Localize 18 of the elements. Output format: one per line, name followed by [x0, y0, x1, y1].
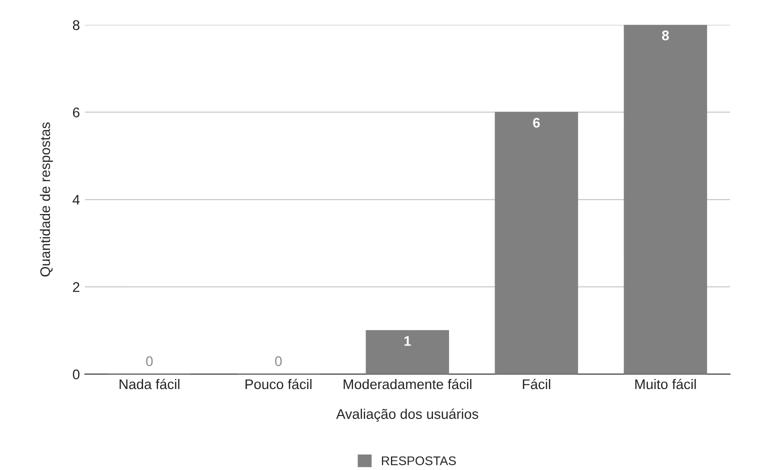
y-tick-label: 8: [72, 20, 80, 30]
data-label: 6: [533, 118, 540, 128]
data-label: 0: [146, 356, 153, 366]
data-label: 1: [404, 336, 411, 346]
x-tick-label: Moderadamente fácil: [344, 378, 472, 390]
x-tick-label: Fácil: [522, 378, 550, 390]
x-tick-label: Muito fácil: [635, 378, 696, 390]
legend-label: RESPOSTAS: [382, 456, 456, 466]
x-axis-title: Avaliação dos usuários: [336, 408, 478, 422]
y-tick-label: 0: [72, 369, 80, 380]
x-tick-label: Pouco fácil: [246, 378, 312, 390]
data-label: 8: [662, 30, 669, 40]
y-axis-title: Quantidade de respostas: [40, 122, 53, 276]
y-tick-label: 6: [73, 108, 80, 118]
y-tick-label: 2: [73, 282, 80, 292]
data-label: 0: [275, 356, 282, 366]
y-tick-label: 4: [72, 194, 80, 205]
x-tick-label: Nada fácil: [120, 378, 180, 390]
